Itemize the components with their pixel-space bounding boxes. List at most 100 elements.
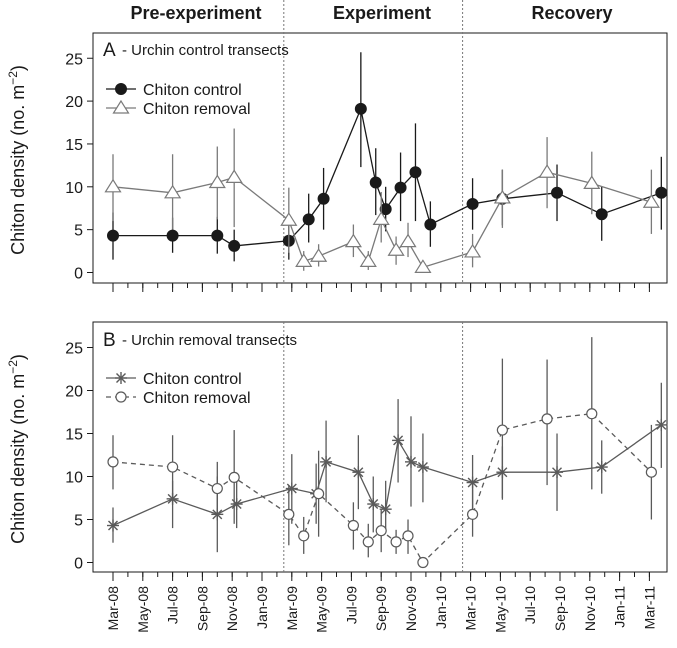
data-point <box>466 508 479 520</box>
y-axis-label: Chiton density (no. m−2) <box>6 65 28 255</box>
x-tick-label: Jul-10 <box>522 586 538 624</box>
data-point <box>112 99 130 114</box>
data-point <box>320 455 333 468</box>
y-tick-label: 15 <box>65 137 83 154</box>
panel-B: 0 5 10 15 20 25 Chiton density (no. m−2) B - Urc… <box>6 321 668 581</box>
data-point <box>586 408 598 420</box>
data-point <box>347 519 359 532</box>
data-point <box>379 203 392 216</box>
legend-entry: Chiton control <box>106 371 242 388</box>
data-point <box>107 229 119 242</box>
data-point <box>595 208 608 221</box>
data-point <box>372 211 390 225</box>
y-tick-label: 5 <box>74 223 83 240</box>
y-tick-label: 15 <box>65 427 83 444</box>
data-point <box>369 176 382 189</box>
data-point <box>493 189 511 204</box>
data-point <box>387 242 405 256</box>
legend-label: Chiton control <box>143 82 242 99</box>
data-point <box>424 218 437 231</box>
x-tick-label: Jan-10 <box>433 586 449 629</box>
data-point <box>416 461 429 474</box>
data-point <box>409 166 422 179</box>
data-point <box>295 253 313 267</box>
y-tick-label: 25 <box>65 51 83 68</box>
data-point <box>551 466 564 479</box>
data-point <box>496 424 508 436</box>
data-point <box>285 482 298 495</box>
series-chiton-removal <box>104 128 660 273</box>
data-point <box>352 466 365 479</box>
data-point <box>228 239 241 252</box>
x-tick-label: Mar-11 <box>641 586 657 630</box>
legend-entry: Chiton removal <box>106 99 251 118</box>
x-tick-label: May-08 <box>135 586 151 633</box>
data-point <box>414 259 432 273</box>
data-point <box>642 194 660 208</box>
x-tick-label: Nov-08 <box>224 586 240 631</box>
period-label-2: Experiment <box>333 3 431 23</box>
x-tick-label: Mar-09 <box>284 586 300 631</box>
data-point <box>107 519 119 532</box>
series-chiton-removal <box>107 337 657 569</box>
series-line <box>112 413 652 564</box>
data-point <box>466 476 479 489</box>
period-label-3: Recovery <box>531 3 612 23</box>
data-point <box>655 186 668 199</box>
data-point <box>225 169 243 183</box>
data-point <box>354 102 367 115</box>
x-tick-label: Mar-08 <box>105 586 121 631</box>
data-point <box>317 192 330 205</box>
x-tick-label: Jul-09 <box>343 586 359 624</box>
y-tick-label: 10 <box>65 180 83 197</box>
data-point <box>367 498 380 511</box>
legend-label: Chiton removal <box>143 390 251 407</box>
data-point <box>228 471 240 483</box>
data-point <box>280 212 298 226</box>
panel-title: - Urchin control transects <box>122 42 289 59</box>
panel-letter: A <box>103 40 116 61</box>
data-point <box>313 488 325 500</box>
y-tick-label: 10 <box>65 470 83 487</box>
data-point <box>104 178 122 193</box>
x-tick-label: Nov-10 <box>582 586 598 631</box>
data-point <box>166 229 179 242</box>
legend-label: Chiton control <box>143 371 242 388</box>
data-point <box>417 556 429 569</box>
panel-title: - Urchin removal transects <box>122 332 297 349</box>
data-point <box>645 466 657 478</box>
data-point <box>402 530 414 542</box>
data-point <box>362 536 374 548</box>
legend-entry: Chiton control <box>106 82 242 99</box>
legend-entry: Chiton removal <box>106 390 251 407</box>
plot-frame <box>92 321 668 573</box>
y-tick-label: 0 <box>74 266 83 283</box>
data-point <box>115 391 127 403</box>
y-tick-label: 25 <box>65 341 83 358</box>
x-tick-label: Sep-08 <box>194 586 210 631</box>
series-line <box>112 424 662 527</box>
data-point <box>211 482 223 495</box>
plot-frame <box>92 32 668 284</box>
data-point <box>115 83 127 95</box>
x-tick-label: Jul-08 <box>165 586 181 624</box>
data-point <box>208 174 226 189</box>
data-point <box>541 413 553 425</box>
x-tick-label: May-09 <box>314 586 330 633</box>
x-tick-label: Jan-09 <box>254 586 270 629</box>
data-point <box>167 461 179 473</box>
data-point <box>466 197 479 210</box>
data-point <box>551 186 564 199</box>
data-point <box>655 418 668 431</box>
data-point <box>583 175 601 189</box>
y-tick-label: 0 <box>74 556 83 573</box>
data-point <box>298 530 310 542</box>
data-point <box>283 508 295 520</box>
y-tick-label: 20 <box>65 384 83 401</box>
data-point <box>392 434 405 447</box>
data-point <box>230 498 243 511</box>
data-point <box>302 213 315 226</box>
x-tick-label: Nov-09 <box>403 586 419 631</box>
panel-letter: B <box>103 330 116 351</box>
